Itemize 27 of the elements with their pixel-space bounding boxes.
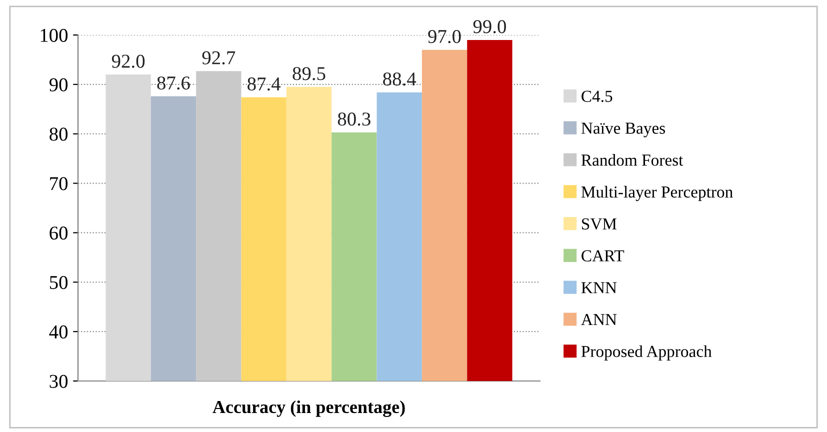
y-tick-label: 80 — [50, 128, 68, 141]
y-tick-label: 40 — [49, 325, 68, 339]
y-tick-label: 90 — [49, 78, 68, 92]
legend-label: CART — [582, 250, 624, 262]
data-label: 97.0 — [428, 30, 461, 44]
legend-label: Multi-layer Perceptron — [581, 186, 733, 202]
data-label: 87.4 — [248, 77, 281, 91]
legend-label: ANN — [581, 314, 617, 326]
legend-label: Random Forest — [581, 154, 684, 166]
y-tick-label: 50 — [50, 276, 68, 290]
legend-label: KNN — [581, 282, 617, 294]
data-label: 89.5 — [292, 67, 326, 80]
y-tick-label: 60 — [50, 226, 68, 240]
legend-label: Proposed Approach — [581, 345, 712, 360]
data-label: 80.3 — [338, 112, 370, 126]
data-label: 88.4 — [383, 72, 416, 86]
data-label: 99.0 — [473, 20, 506, 34]
data-label: 92.7 — [202, 51, 236, 64]
legend-label: SVM — [582, 218, 617, 230]
legend-label: C4.5 — [582, 90, 612, 102]
x-tick-label: Accuracy (in percentage) — [212, 400, 405, 417]
y-tick-label: 70 — [50, 177, 68, 190]
y-tick-label: 30 — [50, 374, 68, 388]
y-tick-label: 100 — [40, 28, 68, 42]
data-label: 92.0 — [112, 54, 145, 68]
data-label: 87.6 — [157, 76, 190, 90]
legend-label: Naïve Bayes — [581, 122, 665, 138]
